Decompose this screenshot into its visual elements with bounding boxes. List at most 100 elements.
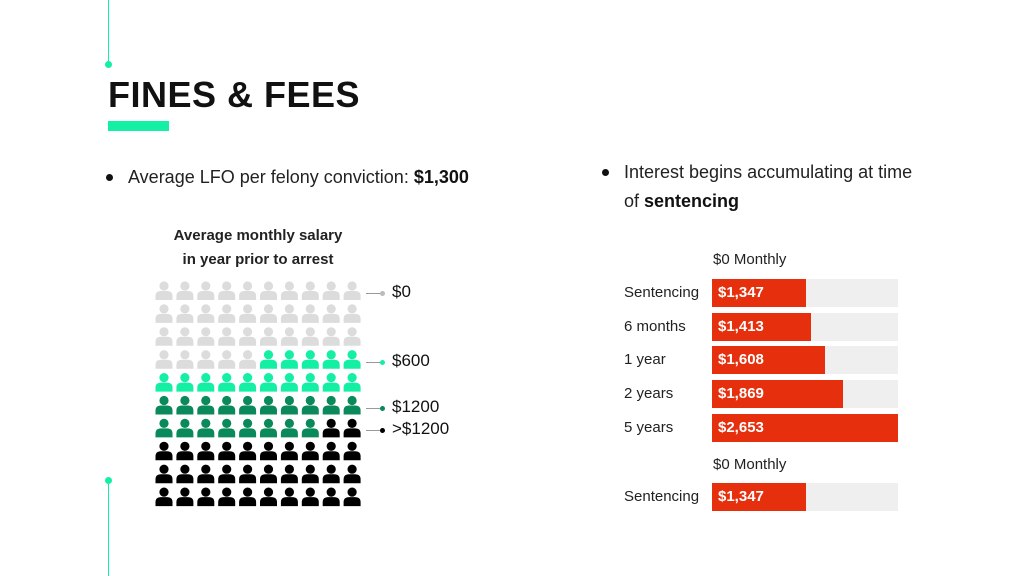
person-icon — [176, 464, 194, 484]
bar-chart-header: $0 Monthly — [713, 251, 787, 268]
bullet-dot — [602, 169, 609, 176]
person-icon — [260, 464, 277, 484]
person-icon — [343, 350, 361, 369]
person-icon — [280, 373, 298, 392]
person-icon — [343, 304, 361, 323]
bar-category-label: 1 year — [624, 351, 666, 369]
person-icon — [239, 304, 257, 323]
person-icon — [260, 281, 277, 300]
waffle-connector-dot — [380, 359, 385, 365]
bar-category-label: Sentencing — [624, 284, 700, 301]
person-icon — [301, 327, 319, 346]
top-accent-dot — [105, 61, 112, 68]
person-icon — [239, 350, 257, 369]
top-accent-line — [108, 0, 109, 64]
bullet-interest: Interest begins accumulating at time of … — [602, 158, 924, 216]
person-icon — [239, 464, 257, 484]
bullet-interest-value: sentencing — [644, 191, 740, 211]
bar-category-label: Sentencing — [624, 488, 700, 505]
bar-category-label: 2 years — [624, 385, 674, 403]
person-icon — [176, 487, 194, 507]
bar — [712, 483, 807, 511]
person-icon — [301, 441, 319, 461]
waffle-title-line1: Average monthly salary — [173, 227, 343, 244]
person-icon — [322, 487, 340, 507]
person-icon — [301, 464, 319, 484]
bullet-interest-text: Interest begins accumulating at time of — [624, 162, 913, 211]
person-icon — [218, 487, 236, 507]
person-icon — [155, 464, 173, 484]
person-icon — [218, 418, 236, 438]
person-icon — [197, 304, 215, 323]
person-icon — [218, 373, 236, 392]
bar-value-label: $2,653 — [718, 418, 764, 436]
person-icon — [155, 350, 173, 369]
person-icon — [176, 395, 194, 415]
person-icon — [280, 327, 298, 346]
bar — [712, 346, 825, 375]
person-icon — [239, 327, 257, 346]
bar — [712, 279, 807, 307]
person-icon — [343, 395, 361, 415]
waffle-connector — [366, 430, 383, 432]
waffle-title-line2: in year prior to arrest — [182, 251, 334, 268]
person-icon — [301, 487, 319, 507]
person-icon — [343, 281, 361, 300]
person-icon — [280, 304, 298, 323]
person-icon — [176, 304, 194, 323]
person-icon — [301, 373, 319, 392]
bar — [712, 380, 844, 409]
person-icon — [155, 418, 173, 438]
person-icon — [197, 395, 215, 415]
person-icon — [218, 327, 236, 346]
slide-title: FINES & FEES — [108, 74, 361, 115]
person-icon — [239, 373, 257, 392]
person-icon — [322, 418, 340, 438]
bar-chart-header-2: $0 Monthly — [713, 456, 787, 473]
person-icon — [155, 395, 173, 415]
waffle-connector-dot — [380, 405, 385, 411]
person-icon — [260, 350, 277, 369]
waffle-connector-dot — [380, 291, 385, 296]
person-icon — [218, 281, 236, 300]
bar-category-label: 5 years — [624, 418, 674, 436]
person-icon — [280, 418, 298, 438]
waffle-connector — [366, 407, 383, 409]
person-icon — [260, 418, 277, 438]
person-icon — [343, 373, 361, 392]
person-icon — [176, 373, 194, 392]
person-icon — [155, 327, 173, 346]
person-icon — [239, 281, 257, 300]
waffle-connector — [366, 361, 383, 363]
person-icon — [260, 373, 277, 392]
bar-value-label: $1,413 — [718, 317, 764, 335]
person-icon — [260, 441, 277, 461]
person-icon — [155, 304, 173, 323]
bottom-accent-dot — [105, 477, 112, 484]
person-icon — [322, 350, 340, 369]
person-icon — [260, 327, 277, 346]
waffle-chart-title: Average monthly salary in year prior to … — [140, 224, 376, 272]
bar-value-label: $1,608 — [718, 351, 764, 369]
person-icon — [260, 395, 277, 415]
bullet-dot — [106, 174, 113, 181]
person-icon — [155, 373, 173, 392]
person-icon — [197, 464, 215, 484]
person-icon — [301, 350, 319, 369]
person-icon — [218, 304, 236, 323]
bar — [712, 312, 812, 341]
person-icon — [280, 281, 298, 300]
waffle-connector-dot — [380, 428, 385, 434]
person-icon — [301, 395, 319, 415]
person-icon — [343, 327, 361, 346]
bullet-lfo-value: $1,300 — [413, 167, 469, 187]
person-icon — [218, 441, 236, 461]
person-icon — [322, 327, 340, 346]
person-icon — [197, 373, 215, 392]
person-icon — [239, 441, 257, 461]
waffle-category-label: $600 — [392, 350, 430, 370]
person-icon — [280, 441, 298, 461]
person-icon — [239, 395, 257, 415]
person-icon — [301, 281, 319, 300]
person-icon — [322, 441, 340, 461]
